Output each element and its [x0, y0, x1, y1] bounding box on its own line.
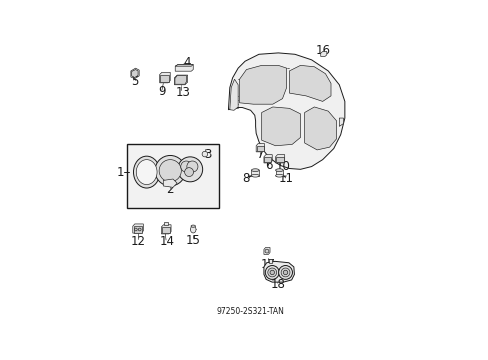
Polygon shape	[264, 247, 269, 255]
Ellipse shape	[251, 169, 259, 172]
Circle shape	[177, 157, 202, 182]
Bar	[163, 222, 168, 225]
Bar	[269, 259, 272, 263]
Text: 18: 18	[270, 278, 285, 291]
Bar	[133, 226, 142, 233]
Ellipse shape	[275, 174, 283, 177]
Polygon shape	[175, 64, 193, 71]
Polygon shape	[339, 118, 343, 126]
Polygon shape	[264, 155, 272, 163]
Ellipse shape	[136, 159, 157, 185]
Ellipse shape	[190, 226, 196, 233]
Text: 97250-2S321-TAN: 97250-2S321-TAN	[216, 307, 284, 316]
Text: 6: 6	[264, 159, 272, 172]
Circle shape	[278, 266, 292, 279]
Polygon shape	[256, 144, 264, 152]
Polygon shape	[160, 72, 170, 83]
Polygon shape	[131, 68, 139, 79]
Circle shape	[264, 249, 268, 253]
Circle shape	[159, 159, 181, 182]
Circle shape	[181, 161, 191, 172]
Circle shape	[186, 161, 198, 172]
Polygon shape	[228, 53, 344, 169]
Polygon shape	[275, 155, 284, 163]
Polygon shape	[175, 64, 193, 66]
Polygon shape	[229, 79, 238, 110]
Text: 11: 11	[279, 172, 294, 185]
Circle shape	[134, 228, 137, 231]
Text: 2: 2	[166, 183, 174, 196]
Polygon shape	[163, 179, 177, 187]
Circle shape	[283, 270, 287, 275]
Text: 15: 15	[185, 234, 200, 247]
Circle shape	[265, 266, 279, 279]
Polygon shape	[261, 107, 300, 146]
Text: 14: 14	[159, 235, 174, 248]
Polygon shape	[175, 76, 186, 84]
Bar	[276, 157, 284, 162]
Bar	[264, 157, 271, 162]
Circle shape	[281, 268, 289, 277]
Ellipse shape	[275, 169, 283, 172]
Polygon shape	[289, 66, 330, 102]
Bar	[256, 146, 263, 151]
Text: 8: 8	[242, 172, 249, 185]
Ellipse shape	[191, 225, 195, 227]
Bar	[160, 75, 169, 82]
Text: 16: 16	[315, 45, 330, 58]
Text: 10: 10	[275, 160, 290, 173]
Polygon shape	[304, 107, 336, 150]
Polygon shape	[239, 66, 286, 104]
Text: 9: 9	[158, 85, 165, 99]
Text: 4: 4	[183, 55, 190, 68]
Text: 7: 7	[257, 148, 264, 161]
Circle shape	[267, 268, 276, 277]
Text: 1: 1	[117, 166, 124, 179]
Circle shape	[155, 156, 185, 186]
Bar	[127, 144, 218, 208]
Polygon shape	[174, 75, 187, 85]
Circle shape	[269, 270, 274, 275]
Polygon shape	[131, 69, 138, 77]
Polygon shape	[133, 224, 143, 233]
Bar	[275, 170, 283, 176]
Text: 13: 13	[175, 86, 190, 99]
Text: 12: 12	[131, 235, 145, 248]
Bar	[251, 170, 259, 176]
Polygon shape	[320, 51, 326, 57]
Text: 3: 3	[203, 148, 211, 161]
Text: 17: 17	[260, 258, 275, 271]
Circle shape	[202, 151, 207, 157]
Ellipse shape	[251, 174, 259, 177]
Polygon shape	[161, 225, 171, 234]
Circle shape	[184, 168, 193, 176]
Ellipse shape	[133, 156, 160, 188]
Bar	[162, 227, 170, 233]
Polygon shape	[264, 261, 294, 282]
Circle shape	[138, 228, 141, 231]
Text: 5: 5	[131, 75, 138, 88]
